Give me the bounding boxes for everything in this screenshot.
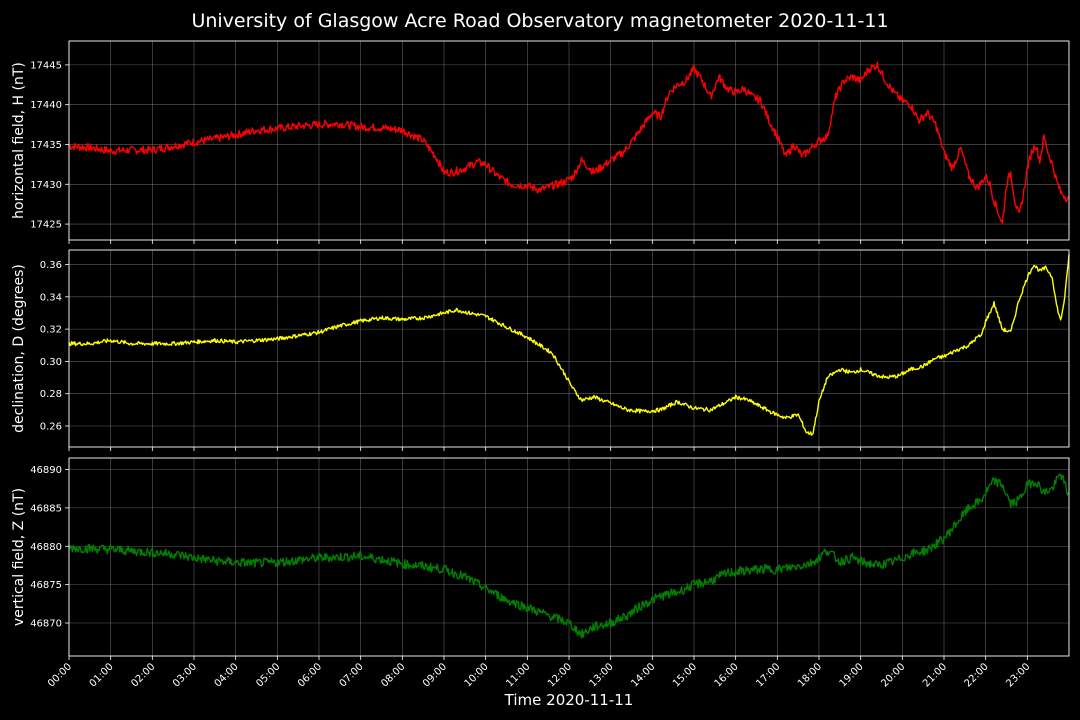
x-tick-label: 00:00	[46, 661, 74, 689]
x-tick-label: 01:00	[88, 661, 116, 689]
x-tick-label: 08:00	[379, 661, 407, 689]
declination-y-tick-label: 0.34	[40, 292, 62, 303]
x-axis-label: Time 2020-11-11	[504, 691, 634, 709]
declination-y-tick-label: 0.28	[40, 389, 62, 400]
x-tick-label: 11:00	[504, 661, 532, 689]
h-field-y-tick-label: 17435	[30, 140, 62, 151]
declination-y-tick-label: 0.30	[40, 357, 62, 368]
x-tick-label: 05:00	[254, 661, 282, 689]
x-tick-label: 19:00	[838, 661, 866, 689]
h-field-y-axis-label: horizontal field, H (nT)	[11, 62, 27, 219]
z-field-y-tick-label: 46890	[30, 465, 62, 476]
x-tick-label: 07:00	[338, 661, 366, 689]
x-tick-label: 04:00	[213, 661, 241, 689]
declination-y-tick-label: 0.26	[40, 422, 62, 433]
z-field-y-tick-label: 46880	[30, 542, 62, 553]
x-tick-label: 06:00	[296, 661, 324, 689]
x-tick-label: 12:00	[546, 661, 574, 689]
x-tick-label: 22:00	[963, 661, 991, 689]
x-tick-label: 02:00	[129, 661, 157, 689]
h-field-series-line	[68, 61, 1070, 224]
x-tick-label: 09:00	[421, 661, 449, 689]
z-field-series-line	[68, 473, 1070, 639]
declination-y-tick-label: 0.32	[40, 325, 62, 336]
x-tick-label: 10:00	[463, 661, 491, 689]
x-tick-label: 21:00	[921, 661, 949, 689]
z-field-y-axis-label: vertical field, Z (nT)	[11, 488, 27, 626]
x-tick-label: 03:00	[171, 661, 199, 689]
z-field-y-tick-label: 46885	[30, 503, 62, 514]
x-tick-label: 23:00	[1004, 661, 1032, 689]
x-tick-label: 18:00	[796, 661, 824, 689]
declination-series-line	[68, 254, 1070, 436]
declination-y-tick-label: 0.36	[40, 260, 62, 271]
h-field-axes-frame	[68, 40, 1070, 241]
declination-axes-frame	[68, 249, 1070, 448]
h-field-y-tick-label: 17430	[30, 180, 62, 191]
z-field-y-tick-label: 46875	[30, 580, 62, 591]
h-field-y-tick-label: 17440	[30, 100, 62, 111]
x-tick-label: 15:00	[671, 661, 699, 689]
h-field-y-tick-label: 17425	[30, 220, 62, 231]
h-field-y-tick-label: 17445	[30, 60, 62, 71]
chart-title: University of Glasgow Acre Road Observat…	[191, 10, 889, 32]
z-field-axes-frame	[68, 457, 1070, 657]
x-tick-label: 13:00	[588, 661, 616, 689]
z-field-y-tick-label: 46870	[30, 619, 62, 630]
x-tick-label: 16:00	[713, 661, 741, 689]
declination-y-axis-label: declination, D (degrees)	[11, 264, 27, 433]
x-tick-label: 14:00	[629, 661, 657, 689]
x-tick-label: 20:00	[879, 661, 907, 689]
x-tick-label: 17:00	[754, 661, 782, 689]
